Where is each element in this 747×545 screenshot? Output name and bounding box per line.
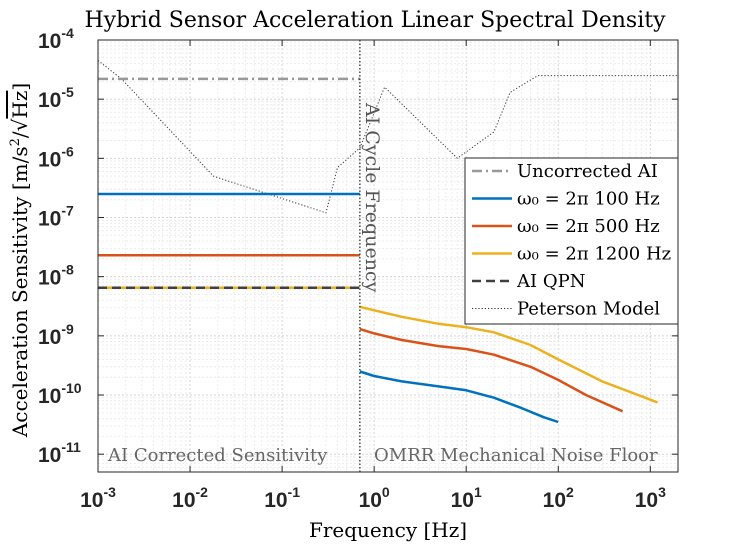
x-tick-exponent: 2 [566,484,574,500]
omrr-series-line [359,305,659,404]
y-axis-label-sqrt: √ [8,118,32,131]
x-tick-base: 10 [543,489,566,512]
y-axis-label-hz: Hz [8,91,32,119]
legend-label: ω₀ = 2π 100 Hz [517,189,660,210]
legend-label: ω₀ = 2π 1200 Hz [517,244,671,265]
y-tick-label: 10-4 [38,25,74,53]
y-tick-label: 10-10 [38,380,82,408]
x-tick-exponent: -2 [196,484,209,500]
y-tick-base: 10 [38,267,61,290]
x-tick-base: 10 [264,489,287,512]
y-tick-label: 10-6 [38,143,74,171]
y-tick-base: 10 [38,30,61,53]
legend-label: AI QPN [516,271,585,292]
left-region-label: AI Corrected Sensitivity [107,445,328,466]
y-tick-exponent: -10 [61,380,81,396]
x-tick-label: 103 [635,484,666,512]
x-tick-exponent: 0 [382,484,390,500]
x-tick-exponent: -1 [288,484,301,500]
divider-label: AI Cycle Frequency [361,102,383,293]
y-axis-label-slash: / [8,131,32,138]
series-line [97,60,678,214]
y-axis-label-close: ] [8,83,32,91]
x-tick-exponent: 1 [474,484,482,500]
right-region-label: OMRR Mechanical Noise Floor [374,445,658,466]
y-tick-label: 10-5 [38,84,74,112]
x-tick-base: 10 [172,489,195,512]
x-tick-exponent: -3 [103,484,116,500]
legend-label: Peterson Model [517,299,660,320]
legend-label: ω₀ = 2π 500 Hz [517,216,660,237]
legend-label: Uncorrected AI [517,161,658,182]
x-tick-base: 10 [635,489,658,512]
y-axis-label: Acceleration Sensitivity [m/s2/√Hz] [8,83,32,438]
legend: Uncorrected AI ω₀ = 2π 100 Hz ω₀ = 2π 500 … [464,157,679,325]
legend-box [464,157,679,325]
y-tick-exponent: -7 [61,203,74,219]
y-tick-base: 10 [38,385,61,408]
y-tick-base: 10 [38,89,61,112]
y-axis-label-sup: 2 [8,138,23,146]
y-axis-label-main: Acceleration Sensitivity [m/s [8,146,32,438]
x-tick-label: 101 [451,484,482,512]
x-tick-label: 10-1 [264,484,300,512]
y-tick-exponent: -6 [61,143,74,159]
x-tick-label: 10-3 [80,484,116,512]
y-tick-base: 10 [38,208,61,231]
chart-title: Hybrid Sensor Acceleration Linear Spectr… [84,8,666,33]
y-tick-base: 10 [38,444,61,467]
x-tick-base: 10 [359,489,382,512]
y-tick-label: 10-7 [38,203,74,231]
x-tick-exponent: 3 [658,484,666,500]
y-tick-exponent: -11 [61,439,81,455]
series-layer [97,60,678,424]
y-tick-base: 10 [38,326,61,349]
x-tick-label: 10-2 [172,484,208,512]
y-tick-exponent: -9 [61,321,74,337]
y-tick-label: 10-8 [38,262,74,290]
y-tick-base: 10 [38,148,61,171]
x-tick-label: 100 [359,484,390,512]
x-axis-label: Frequency [Hz] [309,518,467,542]
y-tick-label: 10-9 [38,321,74,349]
y-tick-exponent: -4 [61,25,74,41]
x-tick-label: 102 [543,484,574,512]
x-tick-labels: 10-3 10-2 10-1 100 101 102 103 [80,484,666,512]
y-tick-exponent: -8 [61,262,74,278]
omrr-series-line [359,370,559,424]
omrr-series-line [359,327,624,413]
y-tick-exponent: -5 [61,84,74,100]
x-tick-base: 10 [451,489,474,512]
x-tick-base: 10 [80,489,103,512]
y-tick-label: 10-11 [38,439,81,467]
